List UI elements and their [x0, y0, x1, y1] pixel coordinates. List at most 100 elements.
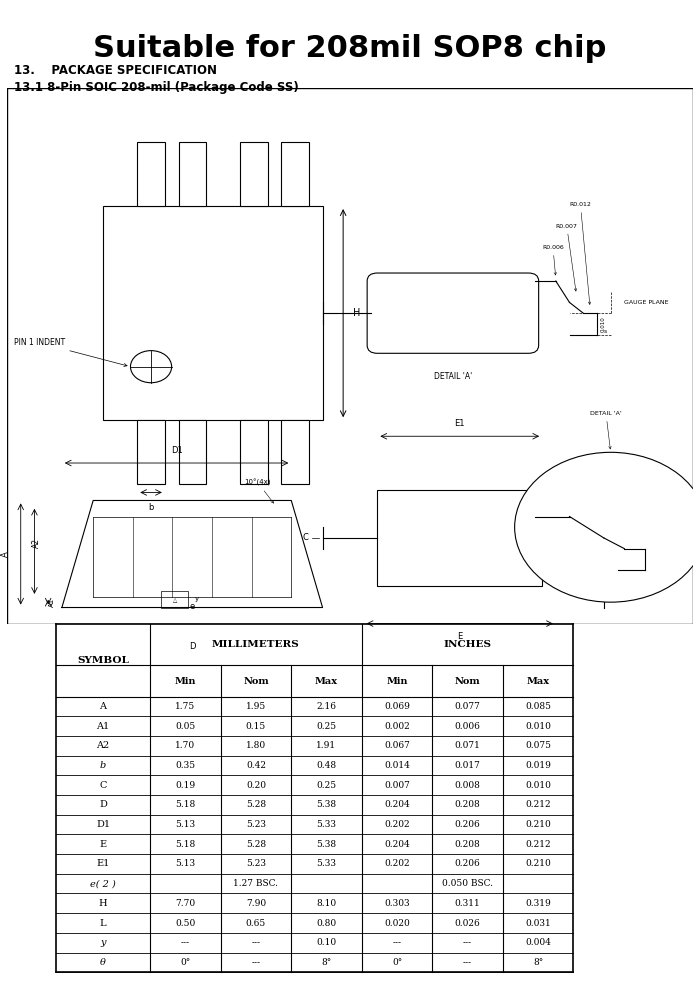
Text: ---: ---: [181, 938, 190, 948]
Text: 0.071: 0.071: [455, 741, 480, 750]
Text: D1: D1: [171, 446, 183, 455]
Text: 5.38: 5.38: [316, 840, 337, 848]
Text: 0.019: 0.019: [525, 761, 551, 770]
Text: SYMBOL: SYMBOL: [77, 656, 129, 665]
Text: 5.23: 5.23: [246, 820, 266, 829]
Bar: [281, 420, 309, 484]
Text: DETAIL 'A': DETAIL 'A': [590, 410, 622, 449]
Bar: [178, 420, 206, 484]
Text: 0.202: 0.202: [384, 820, 410, 829]
Text: 0.206: 0.206: [455, 820, 480, 829]
Text: θ: θ: [100, 957, 106, 967]
Text: A2: A2: [32, 538, 41, 548]
Text: 0.006: 0.006: [455, 722, 480, 731]
Text: 5.23: 5.23: [246, 859, 266, 868]
Text: DETAIL 'A': DETAIL 'A': [434, 372, 472, 381]
Circle shape: [130, 351, 172, 383]
Text: 0.212: 0.212: [525, 840, 551, 848]
Text: 5.28: 5.28: [246, 840, 266, 848]
Text: 13.1 8-Pin SOIC 208-mil (Package Code SS): 13.1 8-Pin SOIC 208-mil (Package Code SS…: [14, 81, 299, 93]
Text: e: e: [190, 602, 195, 611]
Bar: [161, 591, 188, 608]
Text: A2: A2: [97, 741, 110, 750]
Text: 5.13: 5.13: [175, 859, 195, 868]
Text: 0°: 0°: [180, 957, 190, 967]
Text: e( 2 ): e( 2 ): [90, 879, 116, 888]
Text: 0.004: 0.004: [525, 938, 551, 948]
Text: 0.212: 0.212: [525, 800, 551, 809]
Text: E1: E1: [454, 419, 465, 428]
Text: 0.208: 0.208: [455, 840, 480, 848]
Text: ---: ---: [393, 938, 402, 948]
Text: b: b: [148, 503, 154, 513]
FancyBboxPatch shape: [7, 88, 693, 624]
Text: 0.007: 0.007: [384, 781, 410, 790]
Text: A: A: [1, 551, 10, 557]
Circle shape: [514, 453, 700, 602]
Text: 0.085: 0.085: [525, 702, 551, 711]
Text: ---: ---: [463, 938, 472, 948]
Text: R0.007: R0.007: [556, 224, 578, 291]
Text: 0.017: 0.017: [455, 761, 480, 770]
Text: A1: A1: [97, 722, 110, 731]
Text: 0.19: 0.19: [175, 781, 195, 790]
Text: 0.077: 0.077: [455, 702, 480, 711]
Text: 0.014: 0.014: [384, 761, 410, 770]
Text: 0.65: 0.65: [246, 918, 266, 928]
Text: 1.95: 1.95: [246, 702, 266, 711]
Text: 0.42: 0.42: [246, 761, 266, 770]
Text: D: D: [99, 800, 107, 809]
Text: y: y: [100, 938, 106, 948]
Text: D: D: [189, 642, 195, 651]
Text: 8°: 8°: [321, 957, 332, 967]
Text: A: A: [99, 702, 106, 711]
Text: 0.026: 0.026: [455, 918, 480, 928]
Bar: [137, 141, 164, 206]
Text: 10°(4x): 10°(4x): [244, 478, 274, 503]
Text: 0.48: 0.48: [316, 761, 337, 770]
Text: PIN 1 INDENT: PIN 1 INDENT: [14, 338, 127, 366]
Text: 5.33: 5.33: [316, 859, 337, 868]
Text: 0.80: 0.80: [316, 918, 337, 928]
Text: Suitable for 208mil SOP8 chip: Suitable for 208mil SOP8 chip: [93, 34, 607, 64]
Text: 1.27 BSC.: 1.27 BSC.: [233, 879, 279, 888]
Text: 0.206: 0.206: [455, 859, 480, 868]
Text: 0.204: 0.204: [384, 840, 410, 848]
Text: 1.80: 1.80: [246, 741, 266, 750]
Text: 5.33: 5.33: [316, 820, 337, 829]
Text: MILLIMETERS: MILLIMETERS: [212, 640, 300, 649]
Text: 0.05: 0.05: [175, 722, 195, 731]
Text: 0.303: 0.303: [384, 899, 410, 907]
Text: 0.002: 0.002: [384, 722, 410, 731]
Text: 0.50: 0.50: [175, 918, 195, 928]
Text: ---: ---: [251, 938, 260, 948]
Text: 0.010: 0.010: [601, 316, 606, 332]
Text: 0.311: 0.311: [455, 899, 480, 907]
Text: E: E: [457, 631, 463, 640]
Text: 8.10: 8.10: [316, 899, 337, 907]
Text: 13.    PACKAGE SPECIFICATION: 13. PACKAGE SPECIFICATION: [14, 64, 217, 77]
Text: L: L: [99, 918, 106, 928]
Text: C: C: [99, 781, 106, 790]
Text: 0.020: 0.020: [384, 918, 410, 928]
Text: E: E: [99, 840, 106, 848]
Bar: [103, 206, 323, 420]
Text: 0.208: 0.208: [455, 800, 480, 809]
Text: 1.70: 1.70: [175, 741, 195, 750]
Text: 0.15: 0.15: [246, 722, 266, 731]
Text: 5.18: 5.18: [175, 800, 195, 809]
Text: Min: Min: [174, 677, 196, 685]
Text: 1.75: 1.75: [175, 702, 195, 711]
Text: 2.16: 2.16: [316, 702, 337, 711]
Text: 0.008: 0.008: [455, 781, 480, 790]
Text: 0.10: 0.10: [316, 938, 337, 948]
Text: 0.010: 0.010: [525, 781, 551, 790]
Text: 8°: 8°: [533, 957, 543, 967]
Text: △: △: [172, 597, 177, 602]
Text: 0.210: 0.210: [525, 859, 551, 868]
Text: 1.91: 1.91: [316, 741, 337, 750]
Text: Nom: Nom: [455, 677, 480, 685]
Text: 0.25: 0.25: [316, 781, 337, 790]
Text: y: y: [195, 596, 199, 603]
Text: Min: Min: [386, 677, 408, 685]
